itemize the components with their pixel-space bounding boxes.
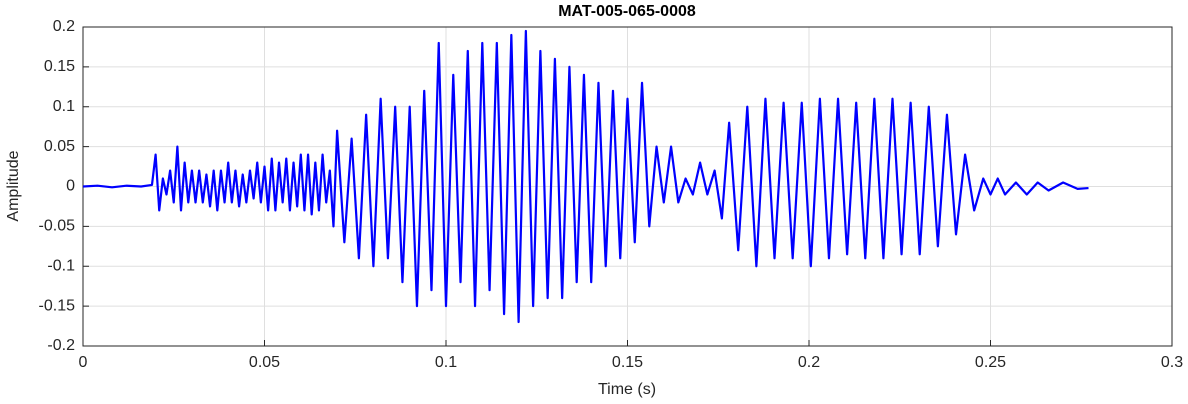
y-tick-label: -0.2 (47, 337, 75, 354)
y-tick-label: -0.05 (39, 218, 76, 235)
chart-title: MAT-005-065-0008 (558, 3, 696, 20)
x-tick-label: 0.2 (798, 354, 820, 371)
y-tick-label: -0.15 (39, 297, 76, 314)
y-tick-label: 0.15 (44, 58, 75, 75)
line-series (82, 29, 1089, 324)
y-tick-label: 0 (66, 178, 75, 195)
y-tick-label: 0.1 (53, 98, 75, 115)
x-axis-label: Time (s) (598, 381, 656, 398)
y-tick-label: 0.05 (44, 138, 75, 155)
y-tick-label: 0.2 (53, 18, 75, 35)
x-tick-label: 0.15 (612, 354, 643, 371)
y-axis-label: Amplitude (5, 150, 22, 221)
y-tick-label: -0.1 (47, 257, 75, 274)
x-tick-label: 0 (79, 354, 88, 371)
x-tick-label: 0.25 (975, 354, 1006, 371)
x-tick-label: 0.3 (1161, 354, 1183, 371)
x-tick-label: 0.1 (435, 354, 457, 371)
x-tick-label: 0.05 (249, 354, 280, 371)
